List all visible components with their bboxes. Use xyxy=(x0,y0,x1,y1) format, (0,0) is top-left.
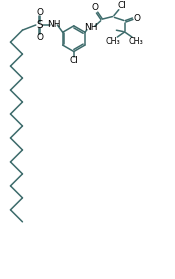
Text: O: O xyxy=(92,3,99,13)
Text: CH₃: CH₃ xyxy=(129,37,144,46)
Text: S: S xyxy=(36,20,43,30)
Text: O: O xyxy=(36,33,43,42)
Text: NH: NH xyxy=(84,23,98,32)
Text: O: O xyxy=(134,14,141,23)
Text: Cl: Cl xyxy=(69,56,78,65)
Text: NH: NH xyxy=(47,20,60,30)
Text: Cl: Cl xyxy=(118,1,127,10)
Text: CH₃: CH₃ xyxy=(106,37,121,46)
Text: O: O xyxy=(36,8,43,17)
